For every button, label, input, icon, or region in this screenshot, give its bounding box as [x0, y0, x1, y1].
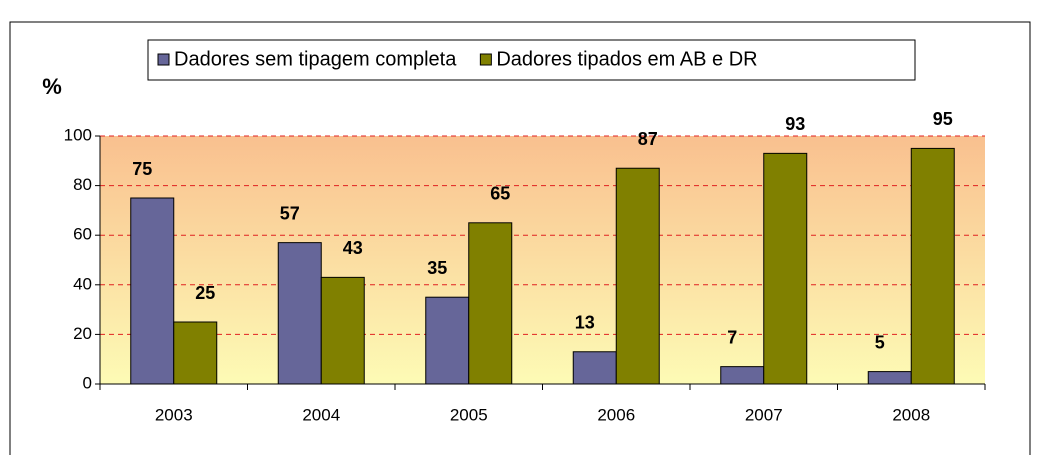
value-label: 87 — [638, 129, 658, 149]
bar — [425, 296, 470, 385]
value-label: 5 — [875, 332, 885, 352]
bar — [910, 147, 955, 385]
value-label: 65 — [490, 184, 510, 204]
bar — [720, 366, 765, 385]
y-tick-label: 20 — [73, 324, 92, 343]
bar — [867, 371, 912, 385]
bar — [130, 197, 175, 385]
x-tick-label: 2008 — [892, 405, 930, 424]
x-tick-label: 2003 — [155, 405, 193, 424]
legend — [147, 39, 916, 81]
y-tick-label: 100 — [64, 125, 92, 144]
y-tick-label: 80 — [73, 175, 92, 194]
y-tick-label: 0 — [83, 373, 92, 392]
legend-label: Dadores sem tipagem completa — [174, 48, 457, 70]
value-label: 95 — [933, 109, 953, 129]
value-label: 13 — [575, 313, 595, 333]
bar — [277, 242, 322, 385]
bar — [763, 152, 808, 385]
x-tick-label: 2005 — [450, 405, 488, 424]
legend-swatch — [157, 53, 170, 66]
bar — [173, 321, 218, 385]
legend-swatch — [479, 53, 492, 66]
value-label: 93 — [785, 114, 805, 134]
value-label: 7 — [727, 327, 737, 347]
value-label: 57 — [280, 203, 300, 223]
x-tick-label: 2007 — [745, 405, 783, 424]
y-tick-label: 40 — [73, 274, 92, 293]
bar — [468, 222, 513, 385]
bar — [320, 276, 365, 385]
bar — [615, 167, 660, 385]
y-axis-label: % — [42, 74, 62, 99]
plot-area — [100, 136, 985, 384]
legend-label: Dadores tipados em AB e DR — [496, 48, 757, 70]
value-label: 43 — [343, 238, 363, 258]
y-tick-label: 60 — [73, 225, 92, 244]
value-label: 25 — [195, 283, 215, 303]
value-label: 35 — [427, 258, 447, 278]
x-tick-label: 2006 — [597, 405, 635, 424]
x-tick-label: 2004 — [302, 405, 340, 424]
value-label: 75 — [132, 159, 152, 179]
bar — [572, 351, 617, 385]
